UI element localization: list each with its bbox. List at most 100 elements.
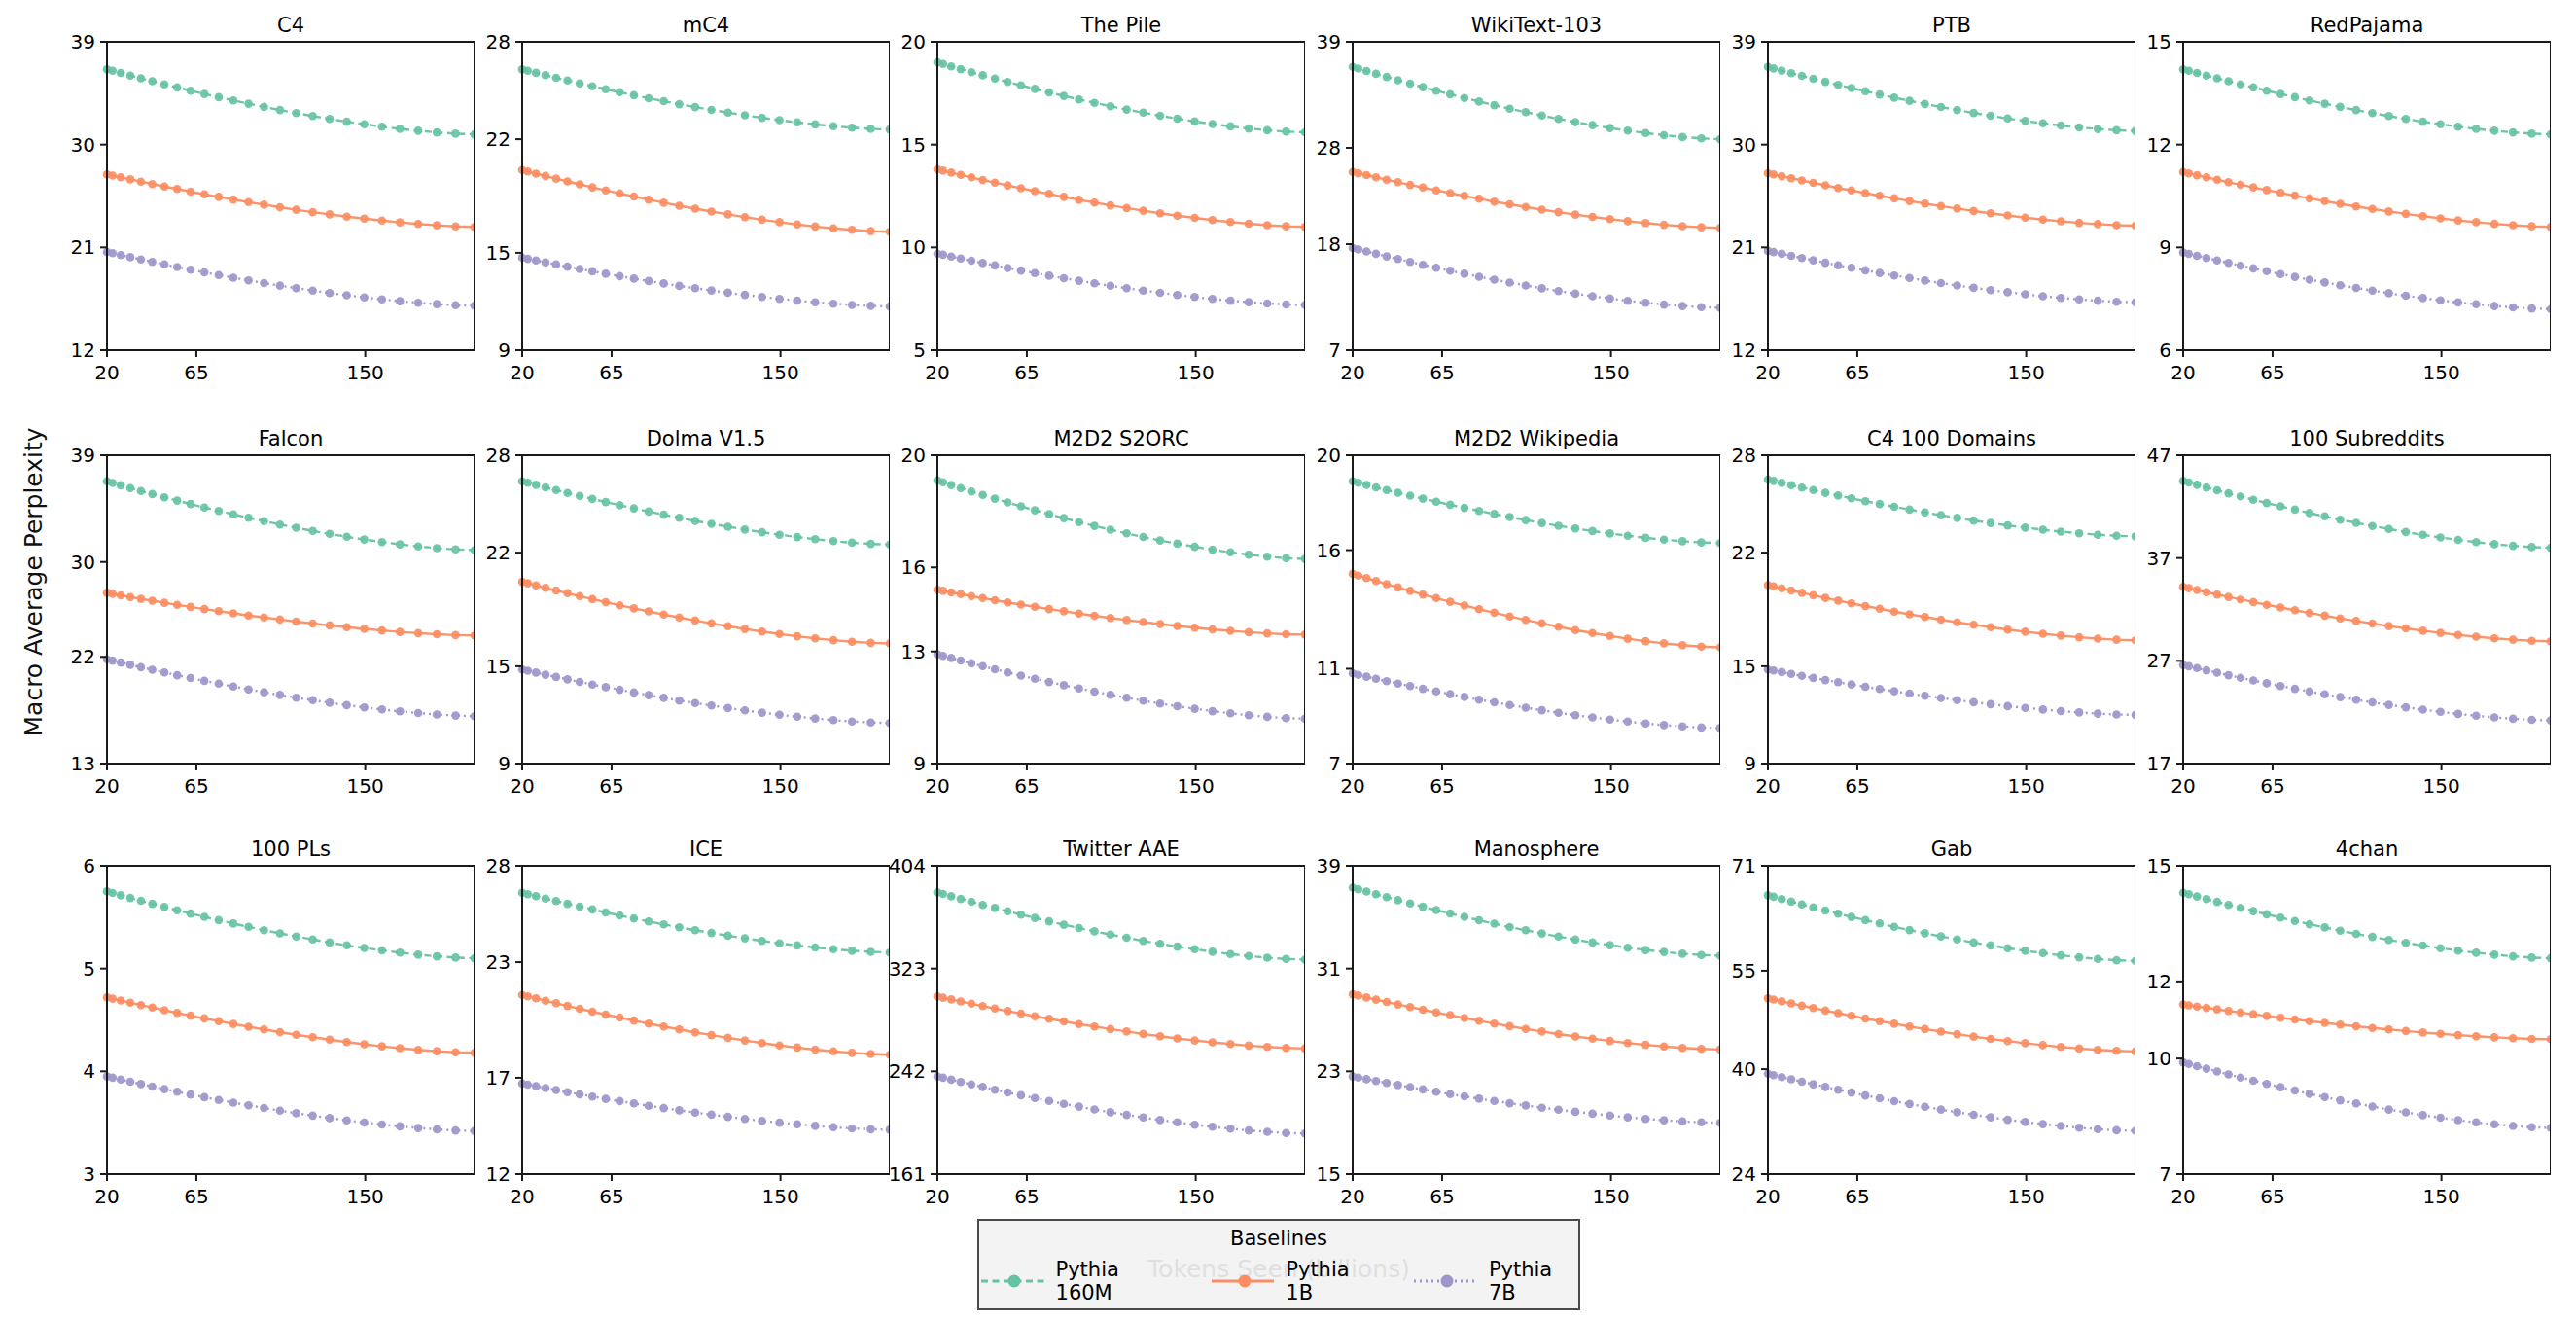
legend-box: Baselines Pythia 160M Pythia 1B Pythia 7… (977, 1219, 1580, 1310)
y-tick-label: 40 (1732, 1057, 1756, 1081)
x-tick-label: 150 (1593, 1185, 1630, 1208)
x-tick-label: 65 (1014, 361, 1039, 384)
subplot-title: C4 (277, 15, 304, 37)
y-tick-label: 23 (486, 950, 511, 974)
y-tick-label: 47 (2147, 444, 2171, 467)
subplot-title: 100 Subreddits (2289, 428, 2445, 450)
x-tick-label: 65 (1429, 1185, 1454, 1208)
x-tick-label: 65 (599, 1185, 623, 1208)
y-tick-label: 7 (1328, 752, 1341, 775)
markers-pythia-7b (934, 249, 1305, 308)
legend-title: Baselines (1230, 1227, 1327, 1250)
y-tick-label: 39 (1732, 30, 1756, 54)
line-pythia-7b (522, 258, 890, 306)
markers-pythia-160m (934, 477, 1305, 563)
y-axis-label: Macro Average Perplexity (19, 484, 48, 737)
y-tick-label: 9 (498, 752, 511, 775)
y-tick-label: 28 (1317, 136, 1341, 160)
markers-pythia-160m (103, 478, 475, 554)
x-tick-label: 20 (925, 1185, 949, 1208)
markers-pythia-1b (934, 586, 1305, 639)
line-pythia-160m (937, 481, 1305, 559)
line-pythia-1b (1353, 574, 1720, 648)
line-pythia-160m (522, 893, 890, 953)
markers-pythia-160m (518, 477, 890, 549)
y-tick-label: 16 (1317, 539, 1341, 562)
line-pythia-7b (107, 1077, 475, 1131)
line-pythia-7b (2183, 253, 2551, 309)
markers-pythia-1b (103, 170, 475, 232)
subplot-ice: ICE121723282065150 (464, 839, 890, 1213)
y-tick-label: 12 (2147, 133, 2171, 157)
x-tick-label: 65 (1845, 774, 1869, 798)
line-pythia-160m (522, 69, 890, 129)
x-tick-label: 65 (1429, 361, 1454, 384)
x-tick-label: 150 (762, 774, 799, 798)
line-pythia-1b (2183, 587, 2551, 641)
y-tick-label: 12 (71, 339, 95, 362)
x-tick-label: 150 (762, 1185, 799, 1208)
line-pythia-7b (1353, 248, 1720, 307)
x-tick-label: 150 (1593, 361, 1630, 384)
x-tick-label: 150 (1178, 361, 1215, 384)
line-pythia-1b (937, 996, 1305, 1049)
legend-label: Pythia 160M (1056, 1258, 1173, 1304)
subplot-title: RedPajama (2311, 15, 2424, 37)
y-tick-label: 18 (1317, 232, 1341, 256)
subplot-title: WikiText-103 (1471, 15, 1602, 37)
legend-entry-pythia-160m: Pythia 160M (979, 1258, 1173, 1304)
x-tick-label: 20 (94, 774, 119, 798)
line-pythia-7b (1353, 1077, 1720, 1124)
markers-pythia-7b (518, 665, 890, 728)
x-tick-label: 150 (347, 361, 384, 384)
line-pythia-160m (1353, 482, 1720, 543)
subplot-title: Twitter AAE (1062, 839, 1180, 861)
y-tick-label: 31 (1317, 957, 1341, 981)
subplot-title: ICE (689, 839, 723, 861)
x-tick-label: 20 (510, 774, 534, 798)
y-tick-label: 30 (71, 551, 95, 574)
y-tick-label: 7 (2159, 1162, 2171, 1186)
y-tick-label: 28 (486, 30, 511, 54)
markers-pythia-160m (518, 888, 890, 956)
y-tick-label: 5 (83, 957, 95, 981)
line-pythia-7b (522, 1084, 890, 1130)
y-tick-label: 9 (2159, 235, 2171, 259)
y-tick-label: 30 (1732, 133, 1756, 157)
y-tick-label: 323 (889, 957, 926, 981)
x-tick-label: 20 (1755, 774, 1780, 798)
y-tick-label: 17 (486, 1066, 511, 1090)
markers-pythia-160m (934, 58, 1305, 137)
line-pythia-160m (937, 892, 1305, 959)
subplot-title: M2D2 S2ORC (1053, 428, 1188, 450)
markers-pythia-1b (518, 166, 890, 236)
line-pythia-7b (937, 1077, 1305, 1134)
line-pythia-1b (522, 995, 890, 1054)
y-tick-label: 9 (498, 339, 511, 362)
markers-pythia-7b (518, 1080, 890, 1134)
y-tick-label: 20 (901, 444, 926, 467)
x-tick-label: 65 (1845, 1185, 1869, 1208)
markers-pythia-7b (1349, 669, 1720, 732)
subplot-the-pile: The Pile51015202065150 (879, 15, 1305, 389)
y-tick-label: 15 (486, 655, 511, 678)
legend-label: Pythia 1B (1286, 1258, 1375, 1304)
subplot-title: M2D2 Wikipedia (1454, 428, 1619, 450)
markers-pythia-160m (1764, 63, 2135, 135)
line-pythia-7b (937, 655, 1305, 719)
y-tick-label: 15 (901, 133, 926, 157)
markers-pythia-160m (1764, 476, 2135, 541)
x-tick-label: 150 (762, 361, 799, 384)
subplot-title: Dolma V1.5 (647, 428, 766, 450)
y-tick-label: 22 (486, 541, 511, 564)
subplot-title: Gab (1931, 839, 1972, 861)
line-pythia-1b (1768, 173, 2135, 226)
markers-pythia-1b (1764, 169, 2135, 231)
markers-pythia-1b (1349, 167, 1720, 232)
legend-entry-pythia-1b: Pythia 1B (1210, 1258, 1376, 1304)
markers-pythia-7b (1764, 665, 2135, 719)
markers-pythia-160m (103, 65, 475, 138)
markers-pythia-1b (103, 993, 475, 1057)
markers-pythia-160m (1349, 478, 1720, 548)
markers-pythia-1b (518, 990, 890, 1058)
